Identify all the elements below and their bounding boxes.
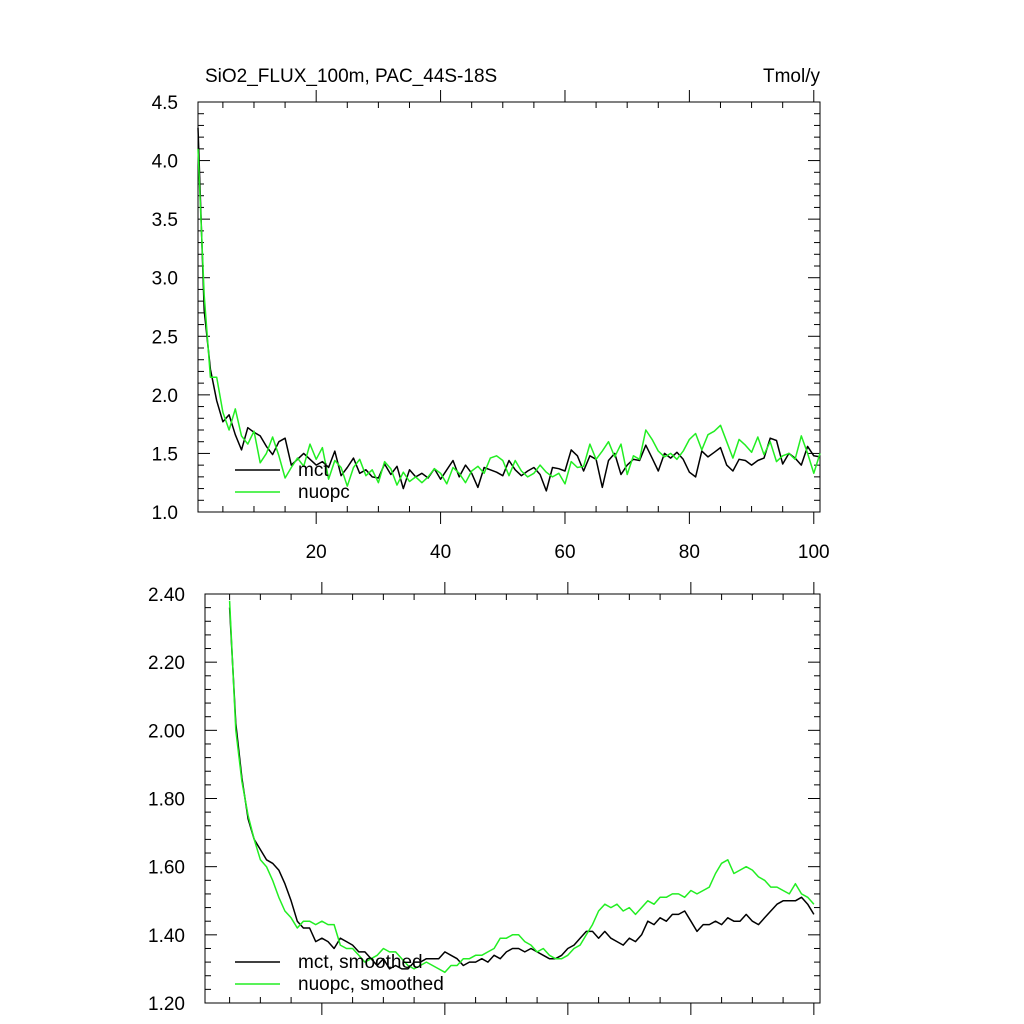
series-line-mct-smoothed bbox=[228, 607, 815, 970]
y-tick-label: 2.00 bbox=[148, 721, 185, 742]
x-tick-label: 80 bbox=[679, 542, 700, 563]
top-panel: 1.0 1.5 2.0 2.5 3.0 3.5 4.0 4.5 20 40 60 80 100 mctnu… bbox=[152, 90, 830, 563]
y-tick-label: 2.40 bbox=[148, 585, 185, 606]
y-tick-label: 3.0 bbox=[152, 269, 178, 290]
x-tick-label: 60 bbox=[554, 542, 575, 563]
chart-units: Tmol/y bbox=[763, 66, 821, 87]
y-tick-label: 2.5 bbox=[152, 327, 178, 348]
y-tick-label: 4.0 bbox=[152, 152, 178, 173]
legend-label: mct bbox=[298, 460, 329, 481]
y-tick-label: 1.80 bbox=[148, 790, 185, 811]
x-tick-label: 100 bbox=[798, 542, 830, 563]
series-line-nuopc bbox=[197, 148, 821, 487]
y-tick-label: 1.40 bbox=[148, 926, 185, 947]
plot-frame bbox=[204, 593, 821, 1004]
legend-label: nuopc bbox=[298, 482, 350, 503]
series-line-nuopc-smoothed bbox=[228, 600, 815, 974]
y-tick-label: 2.0 bbox=[152, 386, 178, 407]
x-tick-label: 40 bbox=[430, 542, 451, 563]
y-tick-label: 3.5 bbox=[152, 210, 178, 231]
y-tick-label: 4.5 bbox=[152, 93, 178, 114]
plot-frame bbox=[197, 101, 821, 513]
chart-title: SiO2_FLUX_100m, PAC_44S-18S bbox=[205, 66, 497, 87]
legend-label: mct, smoothed bbox=[298, 952, 423, 973]
y-tick-label: 2.20 bbox=[148, 653, 185, 674]
y-tick-label: 1.60 bbox=[148, 858, 185, 879]
bottom-panel: 1.20 1.40 1.60 1.80 2.00 2.20 2.40 mct, smoothe… bbox=[148, 582, 821, 1015]
y-tick-label: 1.0 bbox=[152, 503, 178, 524]
series-line-mct bbox=[197, 127, 821, 492]
y-tick-label: 1.20 bbox=[148, 994, 185, 1015]
y-tick-label: 1.5 bbox=[152, 444, 178, 465]
legend-label: nuopc, smoothed bbox=[298, 974, 444, 995]
x-tick-label: 20 bbox=[306, 542, 327, 563]
